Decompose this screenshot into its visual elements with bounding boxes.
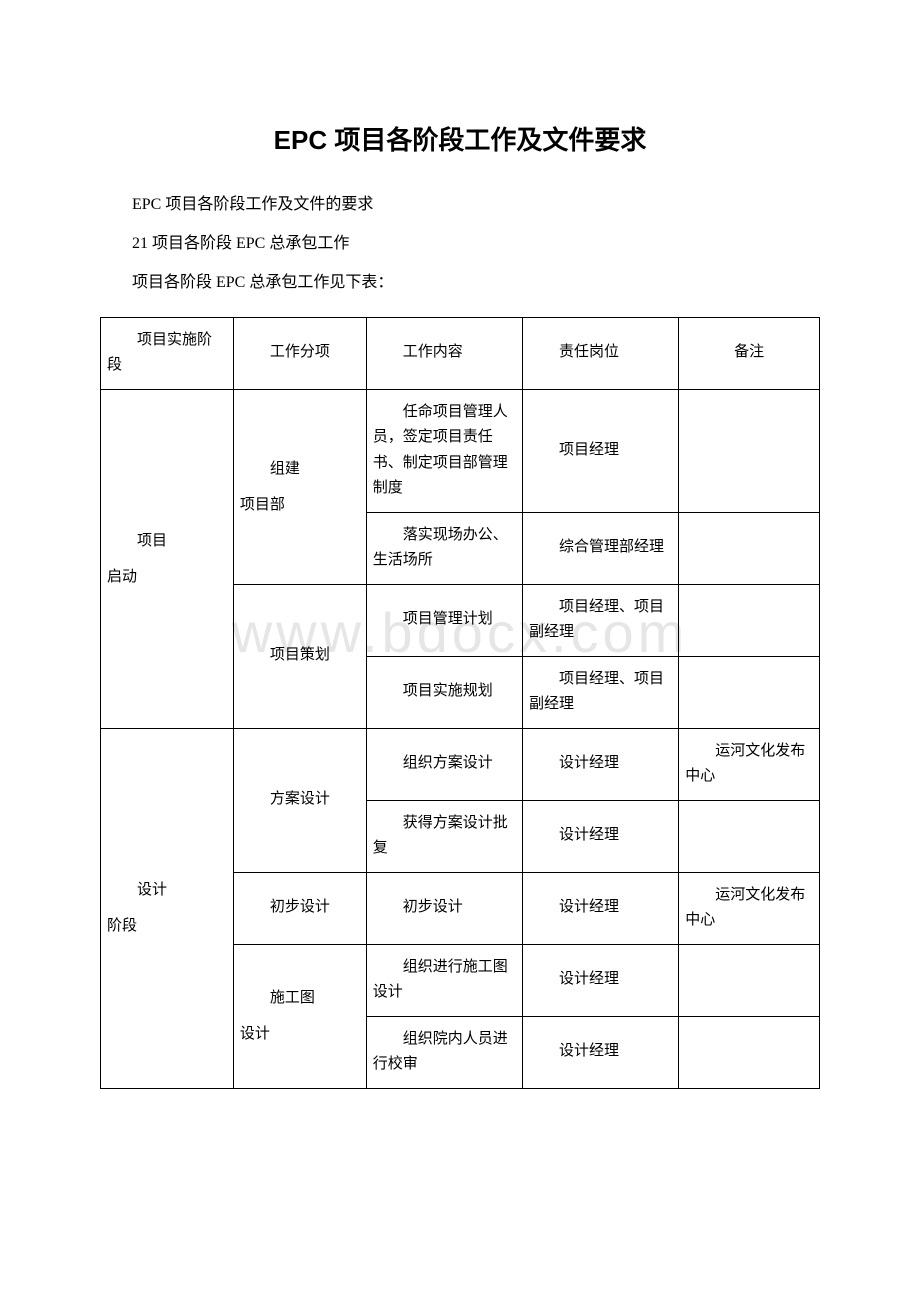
- epc-phases-table: 项目实施阶段 工作分项 工作内容 责任岗位 备注 项目启动 组建项目部 任命项目…: [100, 317, 820, 1089]
- intro-line-2: 21 项目各阶段 EPC 总承包工作: [100, 226, 820, 261]
- cell-content: 落实现场办公、生活场所: [366, 512, 522, 584]
- cell-content: 初步设计: [366, 872, 522, 944]
- cell-subgroup: 施工图设计: [233, 944, 366, 1088]
- page-title: EPC 项目各阶段工作及文件要求: [100, 120, 820, 157]
- cell-content: 组织方案设计: [366, 728, 522, 800]
- cell-note: [679, 1016, 820, 1088]
- cell-content: 项目实施规划: [366, 656, 522, 728]
- cell-note: 运河文化发布中心: [679, 872, 820, 944]
- cell-subgroup: 初步设计: [233, 872, 366, 944]
- cell-note: [679, 389, 820, 512]
- cell-role: 项目经理、项目副经理: [522, 656, 678, 728]
- cell-note: [679, 944, 820, 1016]
- col-header-note: 备注: [679, 317, 820, 389]
- cell-role: 设计经理: [522, 800, 678, 872]
- cell-role: 设计经理: [522, 944, 678, 1016]
- cell-content: 任命项目管理人员，签定项目责任书、制定项目部管理制度: [366, 389, 522, 512]
- cell-note: [679, 512, 820, 584]
- intro-line-3: 项目各阶段 EPC 总承包工作见下表：: [100, 265, 820, 300]
- cell-content: 组织进行施工图设计: [366, 944, 522, 1016]
- cell-role: 设计经理: [522, 728, 678, 800]
- cell-note: [679, 656, 820, 728]
- cell-note: [679, 584, 820, 656]
- cell-role: 项目经理: [522, 389, 678, 512]
- col-header-phase: 项目实施阶段: [101, 317, 234, 389]
- cell-phase: 项目启动: [101, 389, 234, 728]
- cell-subgroup: 组建项目部: [233, 389, 366, 584]
- cell-note: [679, 800, 820, 872]
- cell-subgroup: 方案设计: [233, 728, 366, 872]
- cell-role: 综合管理部经理: [522, 512, 678, 584]
- cell-content: 组织院内人员进行校审: [366, 1016, 522, 1088]
- col-header-subgroup: 工作分项: [233, 317, 366, 389]
- cell-subgroup: 项目策划: [233, 584, 366, 728]
- cell-role: 设计经理: [522, 872, 678, 944]
- table-header-row: 项目实施阶段 工作分项 工作内容 责任岗位 备注: [101, 317, 820, 389]
- intro-line-1: EPC 项目各阶段工作及文件的要求: [100, 187, 820, 222]
- col-header-role: 责任岗位: [522, 317, 678, 389]
- document-content: EPC 项目各阶段工作及文件要求 EPC 项目各阶段工作及文件的要求 21 项目…: [100, 120, 820, 1089]
- cell-content: 项目管理计划: [366, 584, 522, 656]
- table-row: 设计阶段 方案设计 组织方案设计 设计经理 运河文化发布中心: [101, 728, 820, 800]
- cell-role: 设计经理: [522, 1016, 678, 1088]
- cell-note: 运河文化发布中心: [679, 728, 820, 800]
- col-header-content: 工作内容: [366, 317, 522, 389]
- table-row: 项目启动 组建项目部 任命项目管理人员，签定项目责任书、制定项目部管理制度 项目…: [101, 389, 820, 512]
- cell-phase: 设计阶段: [101, 728, 234, 1088]
- cell-role: 项目经理、项目副经理: [522, 584, 678, 656]
- cell-content: 获得方案设计批复: [366, 800, 522, 872]
